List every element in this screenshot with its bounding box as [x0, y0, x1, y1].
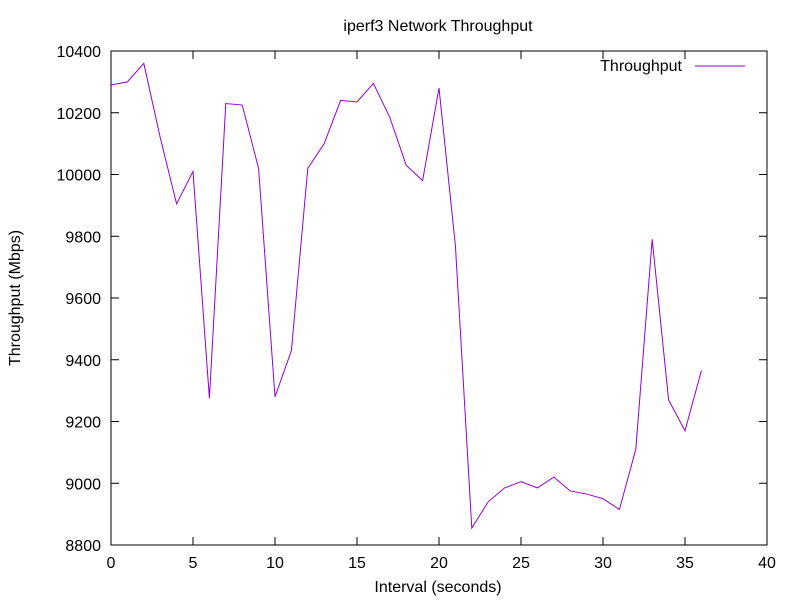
y-tick-label: 9200: [65, 415, 101, 432]
x-tick-label: 30: [594, 555, 612, 572]
y-axis-title: Throughput (Mbps): [7, 230, 24, 366]
y-tick-label: 10200: [57, 106, 102, 123]
y-tick-label: 9800: [65, 229, 101, 246]
x-axis: 0 5 10 15 20 25 30 35 40: [107, 51, 776, 572]
legend-label: Throughput: [600, 58, 682, 75]
y-axis: 8800 9000 9200 9400 9600 9800 10000 10200 10400: [57, 44, 767, 555]
y-tick-label: 9400: [65, 353, 101, 370]
x-axis-title: Interval (seconds): [374, 579, 501, 596]
x-tick-label: 10: [266, 555, 284, 572]
x-tick-label: 35: [676, 555, 694, 572]
x-tick-label: 20: [430, 555, 448, 572]
y-tick-label: 10000: [57, 168, 102, 185]
chart-title: iperf3 Network Throughput: [343, 18, 533, 35]
y-tick-label: 10400: [57, 44, 102, 61]
x-tick-label: 40: [758, 555, 776, 572]
series-line-throughput: [110, 62, 702, 530]
plot-frame: [110, 50, 768, 546]
x-tick-label: 15: [348, 555, 366, 572]
y-tick-label: 9600: [65, 291, 101, 308]
x-tick-label: 5: [189, 555, 198, 572]
x-tick-label: 0: [107, 555, 116, 572]
legend: Throughput: [600, 58, 745, 75]
y-tick-label: 9000: [65, 476, 101, 493]
y-tick-label: 8800: [65, 538, 101, 555]
x-tick-label: 25: [512, 555, 530, 572]
series-layer: [110, 62, 702, 530]
